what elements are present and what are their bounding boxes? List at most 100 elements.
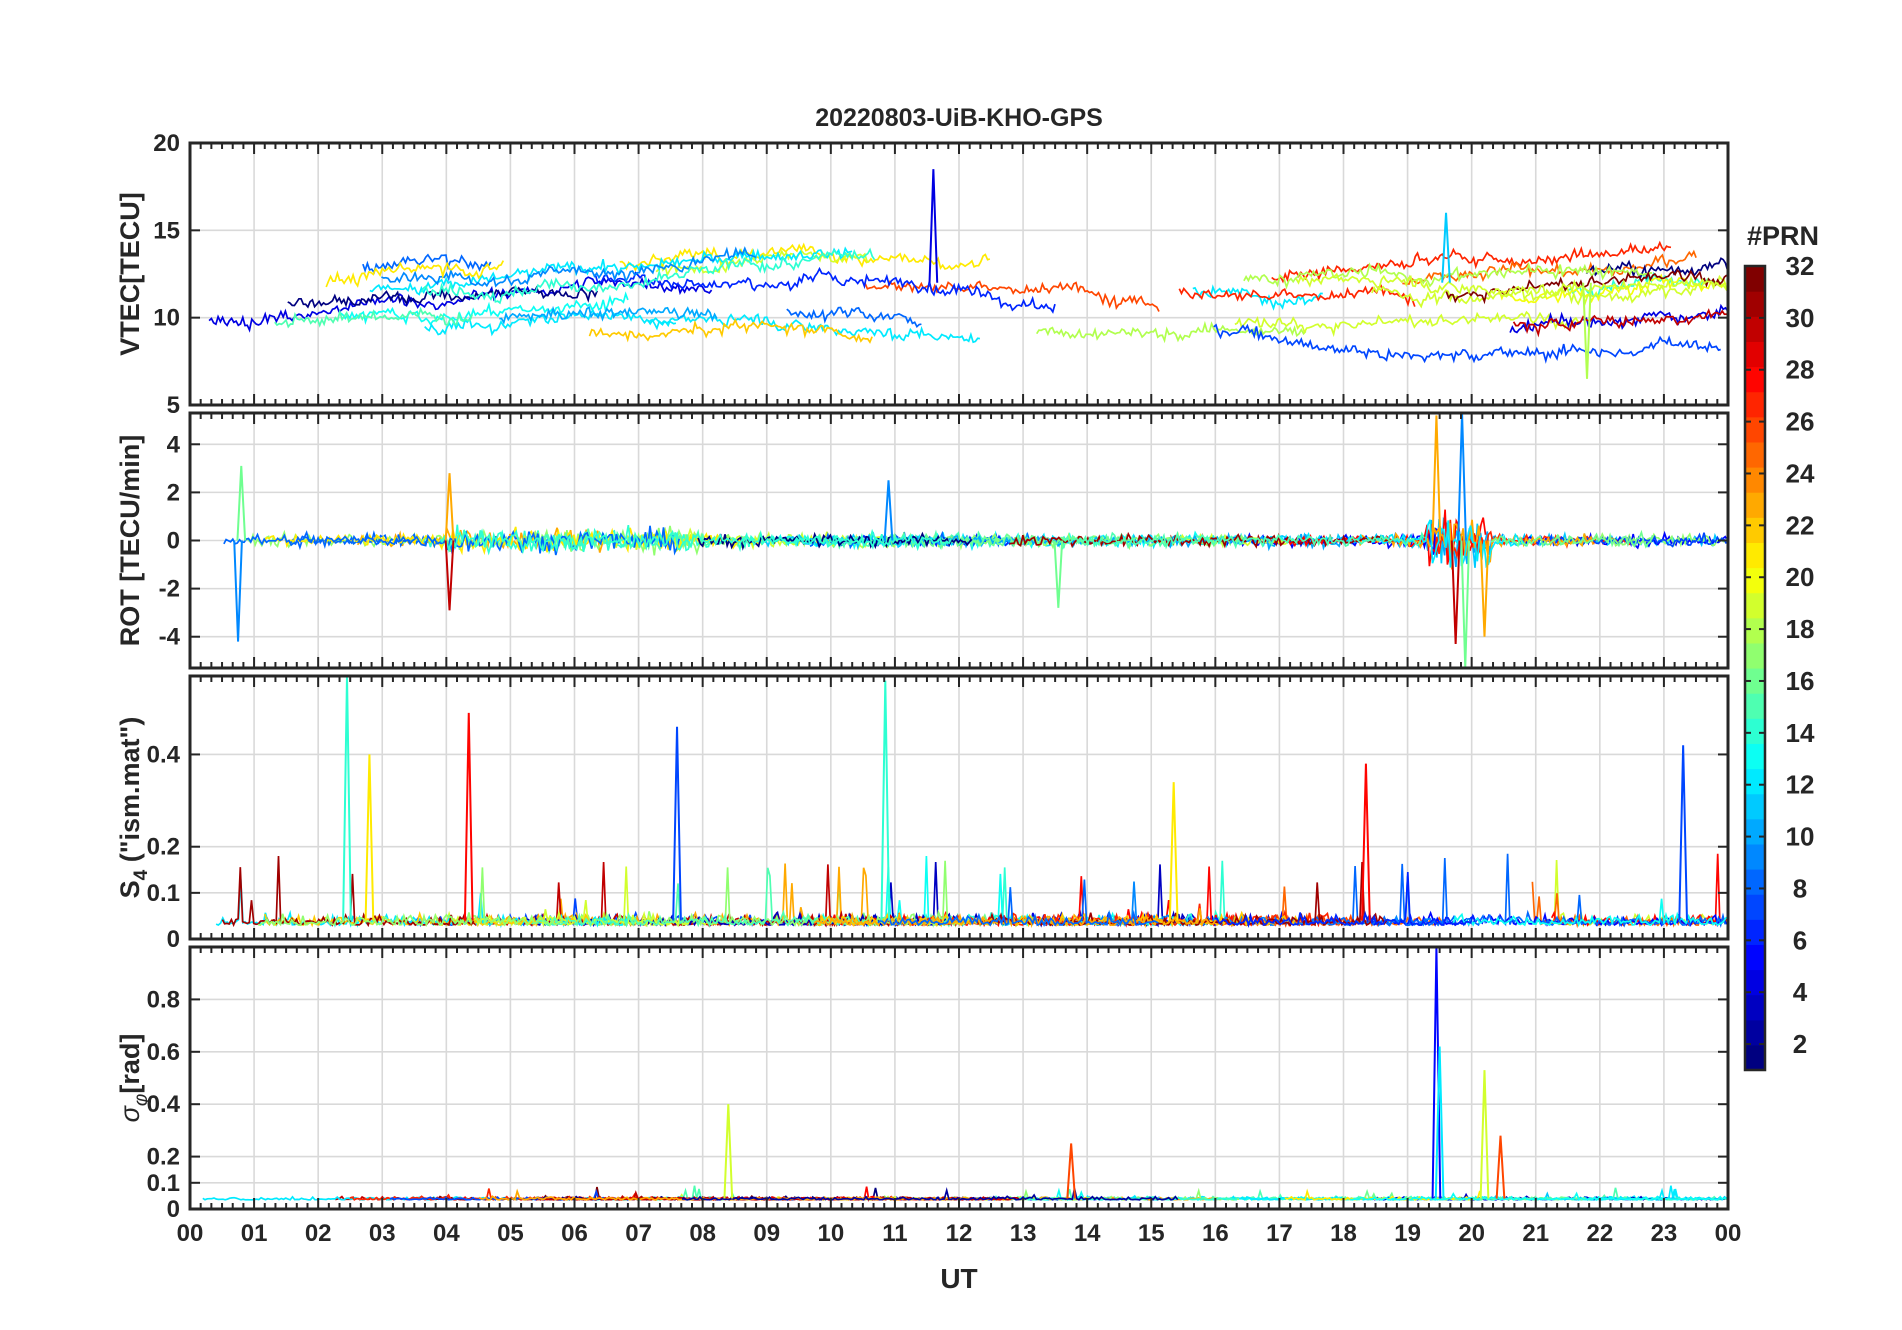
y-label-main: σ [115,1104,145,1122]
x-tick-label: 19 [1394,1220,1421,1247]
event-spike [1450,540,1461,644]
x-tick-label: 00 [1715,1220,1742,1247]
y-tick-label: 20 [153,130,180,157]
prn-series-line [519,910,947,928]
colorbar-swatch [1745,416,1765,443]
event-spike [236,465,247,541]
colorbar-tick-label: 8 [1793,873,1807,903]
prn-series-line [1512,308,1727,338]
colorbar-swatch [1745,994,1765,1021]
x-tick-label: 22 [1586,1220,1613,1247]
series-group [208,169,1728,379]
y-tick-label: 0.4 [147,1091,181,1118]
colorbar-swatch [1745,668,1765,694]
prn-series-line [1214,872,1476,929]
colorbar-tick-label: 14 [1786,718,1815,748]
event-spike [1431,947,1442,1199]
y-tick-label: 10 [153,305,180,332]
colorbar-swatch [1745,266,1765,292]
colorbar-tick-label: 18 [1786,614,1815,644]
event-spike [1479,1070,1490,1199]
colorbar-label: #PRN [1747,221,1819,251]
prn-series-line [1243,261,1653,290]
event-spike [1066,1143,1076,1199]
event-spike [1457,413,1467,541]
event-spike [880,680,891,921]
prn-series-line [1309,853,1727,928]
prn-series-line [1452,898,1728,928]
prn-series-line [325,260,505,288]
colorbar-tick-label: 22 [1786,510,1815,540]
y-tick-label: 0 [167,926,180,953]
colorbar-swatch [1745,341,1765,368]
series-group [223,413,1728,668]
prn-series-line [1554,532,1728,548]
event-spike [1678,745,1688,921]
colorbar-swatch [1745,441,1765,468]
x-tick-label: 04 [433,1220,460,1247]
colorbar-swatch [1745,592,1765,619]
colorbar-swatch [1745,743,1765,770]
prn-series-line [697,531,973,551]
y-tick-label: 0.2 [147,834,180,861]
colorbar-swatch [1745,467,1765,493]
x-axis: 00 01 02 03 04 05 06 07 08 09 10 11 12 13 14 15 16 17 18 19… [177,1220,1742,1247]
x-tick-label: 13 [1010,1220,1037,1247]
x-tick-label: 06 [561,1220,588,1247]
y-tick-label: 0.4 [147,741,181,768]
prn-series-line [420,247,876,305]
event-spike [1053,540,1064,608]
x-tick-label: 18 [1330,1220,1357,1247]
prn-series-line [1213,323,1721,364]
colorbar-swatch [1745,969,1765,996]
colorbar-tick-label: 28 [1786,355,1815,385]
colorbar-tick-label: 4 [1793,977,1808,1007]
prn-series-line [499,305,718,325]
colorbar-swatch [1745,291,1765,317]
colorbar-swatch [1745,919,1765,945]
y-tick-label: 2 [167,479,180,506]
colorbar-swatch [1745,718,1765,744]
x-tick-label: 12 [946,1220,973,1247]
x-tick-label: 02 [305,1220,332,1247]
colorbar-swatch [1745,818,1765,845]
colorbar-swatch [1745,492,1765,518]
prn-series-line [1490,529,1654,549]
colorbar-swatch [1745,542,1765,569]
event-spike [723,1104,734,1199]
prn-series-line [274,306,473,329]
y-tick-label: 0.6 [147,1039,180,1066]
colorbar-swatch [1745,366,1765,393]
colorbar-swatch [1745,517,1765,543]
prn-series-line [588,317,873,344]
colorbar-swatch [1745,642,1765,669]
colorbar-tick-label: 6 [1793,925,1807,955]
x-tick-label: 01 [241,1220,268,1247]
x-tick-label: 08 [689,1220,716,1247]
colorbar-swatch [1745,567,1765,594]
y-tick-label: -4 [159,624,181,651]
y-label-sub: 4 [131,869,152,880]
colorbar-swatch [1745,693,1765,719]
colorbar-swatch [1745,843,1765,870]
prn-series-line [1445,268,1728,305]
x-tick-label: 14 [1074,1220,1101,1247]
series-group [215,676,1728,929]
prn-series-line [1234,310,1581,338]
colorbar-tick-label: 20 [1786,562,1815,592]
prn-series-line [1509,303,1728,334]
event-spike [1434,1046,1445,1199]
y-tick-label: 5 [167,392,180,419]
prn-series-line [245,525,754,556]
panel-3: 00.10.20.4S4 ("ism.mat") [115,674,1730,953]
y-tick-label: 0.2 [147,1144,180,1171]
y-tick-label: 0.1 [147,1170,180,1197]
event-spike [1361,763,1371,921]
event-spike [444,473,455,541]
x-tick-label: 07 [625,1220,652,1247]
x-tick-label: 21 [1522,1220,1549,1247]
y-axis-label: σφ[rad] [115,1034,152,1123]
y-tick-label: 0.1 [147,880,180,907]
